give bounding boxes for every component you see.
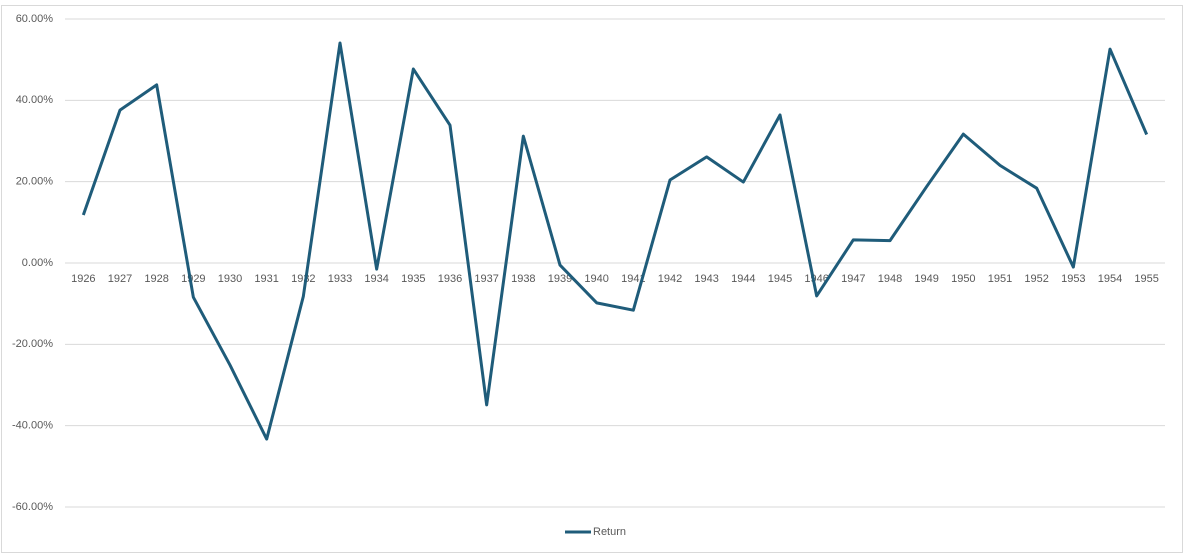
x-tick-label: 1954 [1098, 273, 1122, 285]
line-series [81, 41, 1149, 441]
x-tick-label: 1950 [951, 273, 975, 285]
x-tick-label: 1936 [438, 273, 462, 285]
x-tick-label: 1945 [768, 273, 792, 285]
x-tick-label: 1947 [841, 273, 865, 285]
x-tick-label: 1942 [658, 273, 682, 285]
x-tick-label: 1948 [878, 273, 902, 285]
y-tick-label: 0.00% [22, 257, 53, 269]
x-tick-label: 1935 [401, 273, 425, 285]
y-tick-label: 60.00% [16, 13, 54, 25]
y-tick-label: -40.00% [12, 420, 53, 432]
x-tick-label: 1931 [254, 273, 278, 285]
x-tick-label: 1929 [181, 273, 205, 285]
x-tick-label: 1938 [511, 273, 535, 285]
y-tick-label: 20.00% [16, 176, 54, 188]
x-tick-label: 1953 [1061, 273, 1085, 285]
x-tick-label: 1941 [621, 273, 645, 285]
x-tick-label: 1934 [364, 273, 388, 285]
x-tick-label: 1955 [1134, 273, 1158, 285]
x-tick-label: 1932 [291, 273, 315, 285]
x-tick-label: 1926 [71, 273, 95, 285]
y-tick-label: 40.00% [16, 94, 54, 106]
x-tick-label: 1943 [694, 273, 718, 285]
x-tick-label: 1946 [804, 273, 828, 285]
x-tick-label: 1939 [548, 273, 572, 285]
y-tick-label: -20.00% [12, 338, 53, 350]
x-tick-label: 1937 [474, 273, 498, 285]
x-tick-label: 1933 [328, 273, 352, 285]
y-tick-label: -60.00% [12, 501, 53, 513]
x-tick-label: 1951 [988, 273, 1012, 285]
x-tick-label: 1952 [1024, 273, 1048, 285]
x-tick-label: 1928 [144, 273, 168, 285]
x-tick-label: 1930 [218, 273, 242, 285]
x-tick-label: 1949 [914, 273, 938, 285]
x-tick-label: 1944 [731, 273, 755, 285]
chart-border [1, 5, 1183, 553]
x-tick-label: 1940 [584, 273, 608, 285]
x-tick-label: 1927 [108, 273, 132, 285]
legend-label: Return [593, 526, 626, 538]
